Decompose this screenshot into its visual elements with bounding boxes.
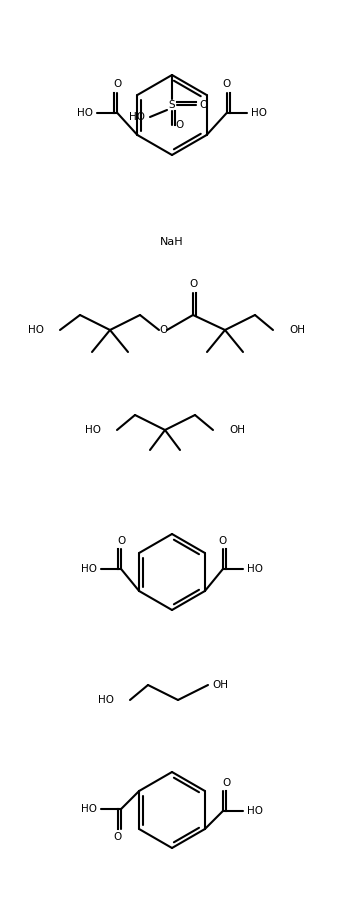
Text: HO: HO — [28, 325, 44, 335]
Text: O: O — [117, 536, 125, 546]
Text: O: O — [113, 832, 121, 842]
Text: O: O — [113, 79, 121, 89]
Text: HO: HO — [77, 108, 93, 118]
Text: OH: OH — [229, 425, 245, 435]
Text: O: O — [176, 120, 184, 130]
Text: O: O — [189, 279, 197, 289]
Text: O: O — [223, 79, 231, 89]
Text: O: O — [219, 536, 227, 546]
Text: NaH: NaH — [160, 237, 184, 247]
Text: OH: OH — [289, 325, 305, 335]
Text: HO: HO — [247, 806, 263, 816]
Text: HO: HO — [98, 695, 114, 705]
Text: HO: HO — [85, 425, 101, 435]
Text: O: O — [159, 325, 167, 335]
Text: HO: HO — [247, 564, 263, 574]
Text: HO: HO — [81, 564, 97, 574]
Text: OH: OH — [212, 680, 228, 690]
Text: HO: HO — [250, 108, 267, 118]
Text: S: S — [169, 100, 175, 110]
Text: HO: HO — [129, 112, 145, 122]
Text: O: O — [200, 100, 208, 110]
Text: HO: HO — [81, 804, 97, 814]
Text: O: O — [223, 778, 231, 788]
